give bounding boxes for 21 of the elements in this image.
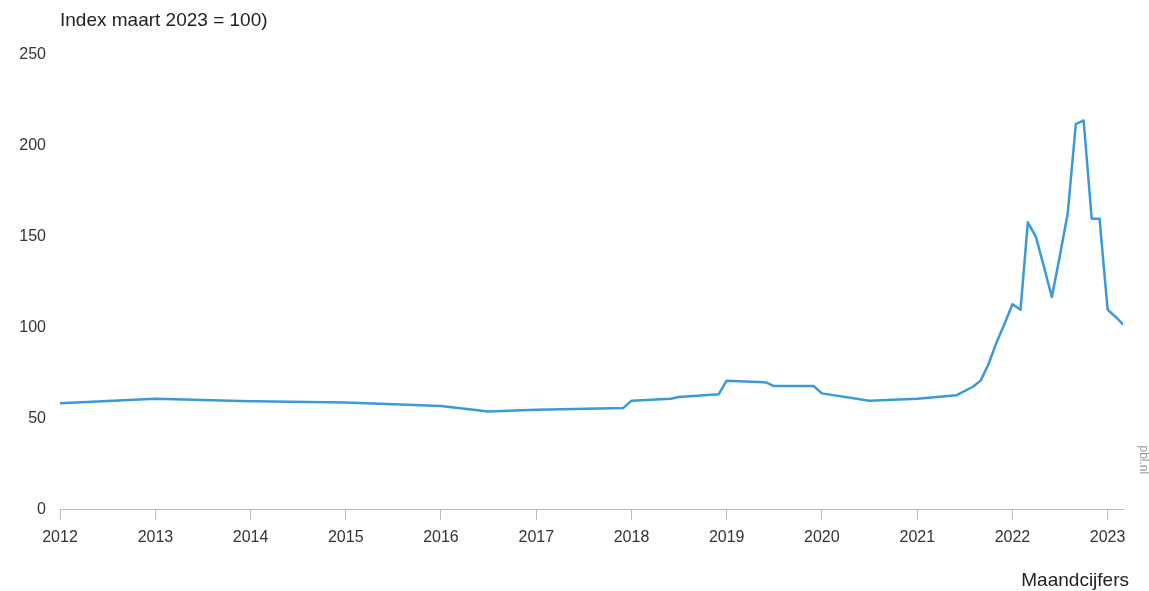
x-tick-label: 2023 (1089, 527, 1126, 545)
y-tick-label: 150 (19, 227, 47, 245)
y-axis-title: Index maart 2023 = 100) (60, 9, 268, 30)
y-tick-label: 0 (37, 500, 47, 518)
y-tick-label: 250 (19, 45, 47, 63)
x-axis-title: Maandcijfers (1021, 569, 1129, 590)
y-tick-label: 100 (19, 318, 47, 336)
x-tick-label: 2014 (232, 527, 269, 545)
x-tick-label: 2019 (708, 527, 745, 545)
x-tick-label: 2016 (423, 527, 459, 545)
y-tick-label: 50 (28, 409, 47, 427)
x-tick-label: 2017 (518, 527, 555, 545)
x-tick-label: 2018 (613, 527, 650, 545)
text: pbl.nl (1136, 445, 1149, 475)
x-tick-label: 2020 (804, 527, 840, 545)
x-tick-label: 2012 (42, 527, 78, 545)
x-tick-label: 2015 (327, 527, 364, 545)
y-tick-label: 200 (19, 136, 47, 154)
x-tick-label: 2022 (994, 527, 1031, 545)
x-tick-label: 2021 (899, 527, 936, 545)
x-tick-label: 2013 (137, 527, 174, 545)
